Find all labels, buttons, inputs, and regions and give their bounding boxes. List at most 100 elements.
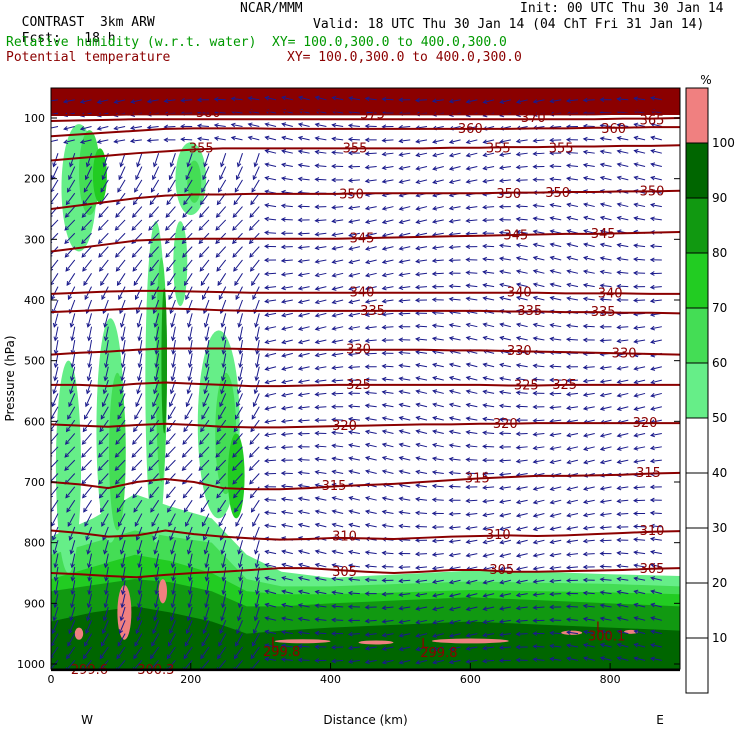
wind-vector-shaft: [115, 206, 126, 218]
wind-vector: [599, 162, 612, 168]
wind-vector-shaft: [281, 644, 293, 648]
wind-vector-shaft: [233, 259, 243, 272]
wind-vector: [498, 632, 511, 637]
wind-vector-head: [203, 322, 209, 328]
wind-vector-shaft: [118, 286, 126, 300]
wind-vector-head: [566, 176, 572, 182]
wind-vector: [118, 166, 126, 181]
wind-vector: [133, 646, 143, 660]
wind-vector-shaft: [206, 566, 210, 581]
wind-vector: [331, 430, 344, 436]
wind-vector: [482, 526, 495, 531]
wind-vector: [515, 216, 528, 222]
wind-vector-head: [348, 443, 354, 448]
wind-vector-head: [616, 256, 622, 262]
theta-contour-340: [51, 289, 680, 295]
wind-vector-head: [650, 563, 656, 568]
wind-vector-shaft: [634, 366, 646, 370]
wind-vector-head: [515, 526, 521, 532]
wind-vector: [348, 286, 361, 291]
wind-vector-shaft: [282, 366, 293, 370]
wind-vector: [498, 178, 511, 184]
wind-vector: [532, 657, 545, 662]
wind-vector: [314, 496, 327, 501]
wind-vector-head: [432, 362, 438, 368]
wind-vector: [633, 550, 646, 555]
wind-vector: [235, 633, 243, 647]
wind-vector: [482, 512, 495, 518]
wind-vector-shaft: [88, 353, 93, 368]
wind-vector-head: [565, 578, 571, 583]
wind-vector-head: [264, 135, 270, 141]
wind-vector-head: [633, 379, 639, 385]
wind-vector-head: [97, 239, 103, 245]
wind-vector: [599, 269, 612, 275]
wind-vector: [633, 162, 646, 168]
wind-vector: [582, 337, 595, 343]
wind-vector: [250, 419, 260, 433]
wind-vector-shaft: [600, 486, 612, 490]
wind-vector-head: [216, 200, 222, 206]
wind-vector-head: [515, 256, 521, 261]
wind-vector-shaft: [154, 366, 160, 381]
wind-vector-shaft: [348, 326, 360, 330]
wind-vector: [251, 273, 260, 286]
wind-vector: [86, 540, 93, 555]
wind-vector-shaft: [550, 593, 562, 595]
wind-vector: [249, 433, 260, 445]
wind-vector-shaft: [382, 659, 394, 664]
wind-vector-shaft: [600, 271, 612, 274]
wind-vector-head: [199, 493, 205, 499]
wind-vector-head: [136, 549, 142, 555]
wind-vector: [616, 589, 629, 595]
wind-vector-head: [431, 456, 437, 462]
wind-vector-shaft: [134, 179, 143, 193]
wind-vector-head: [149, 493, 154, 499]
wind-vector-head: [566, 539, 572, 544]
wind-vector-shaft: [583, 553, 595, 555]
wind-vector-head: [347, 351, 353, 357]
theta-contour-325: [51, 381, 680, 388]
wind-vector-head: [201, 521, 207, 527]
wind-vector-head: [633, 270, 638, 276]
wind-vector: [566, 202, 579, 208]
wind-vector-shaft: [382, 552, 394, 555]
wind-vector-shaft: [332, 272, 344, 277]
wind-vector-head: [549, 269, 555, 274]
wind-vector: [146, 138, 159, 143]
wind-vector: [97, 446, 109, 458]
wind-vector-head: [482, 416, 488, 422]
wind-vector-shaft: [185, 166, 193, 180]
wind-vector-shaft: [117, 273, 126, 286]
wind-vector-head: [348, 549, 354, 555]
wind-vector: [182, 206, 193, 218]
wind-vector: [482, 178, 495, 184]
wind-vector-shaft: [121, 326, 126, 341]
wind-vector-head: [347, 604, 353, 610]
wind-vector-shaft: [500, 553, 511, 557]
wind-vector: [347, 164, 360, 170]
wind-vector: [237, 366, 243, 382]
wind-vector: [87, 553, 93, 569]
wind-vector: [137, 566, 143, 582]
wind-vector-head: [549, 445, 555, 451]
wind-vector: [381, 389, 394, 395]
wind-vector-shaft: [118, 513, 126, 527]
wind-vector-shaft: [516, 405, 528, 408]
wind-vector-shaft: [148, 459, 159, 471]
wind-vector-head: [499, 269, 505, 275]
wind-vector: [170, 366, 176, 382]
wind-vector-shaft: [315, 286, 327, 290]
colorbar-tick-label: 60: [712, 356, 727, 370]
wind-vector-shaft: [236, 620, 243, 634]
wind-vector: [465, 659, 478, 664]
wind-vector: [51, 219, 59, 230]
wind-vector-shaft: [202, 286, 210, 300]
wind-vector-head: [532, 203, 538, 209]
wind-vector-shaft: [315, 178, 327, 181]
wind-vector: [532, 203, 545, 209]
wind-vector-head: [238, 576, 243, 582]
wind-vector-head: [114, 226, 120, 231]
wind-vector: [414, 551, 428, 557]
wind-vector: [532, 459, 545, 464]
